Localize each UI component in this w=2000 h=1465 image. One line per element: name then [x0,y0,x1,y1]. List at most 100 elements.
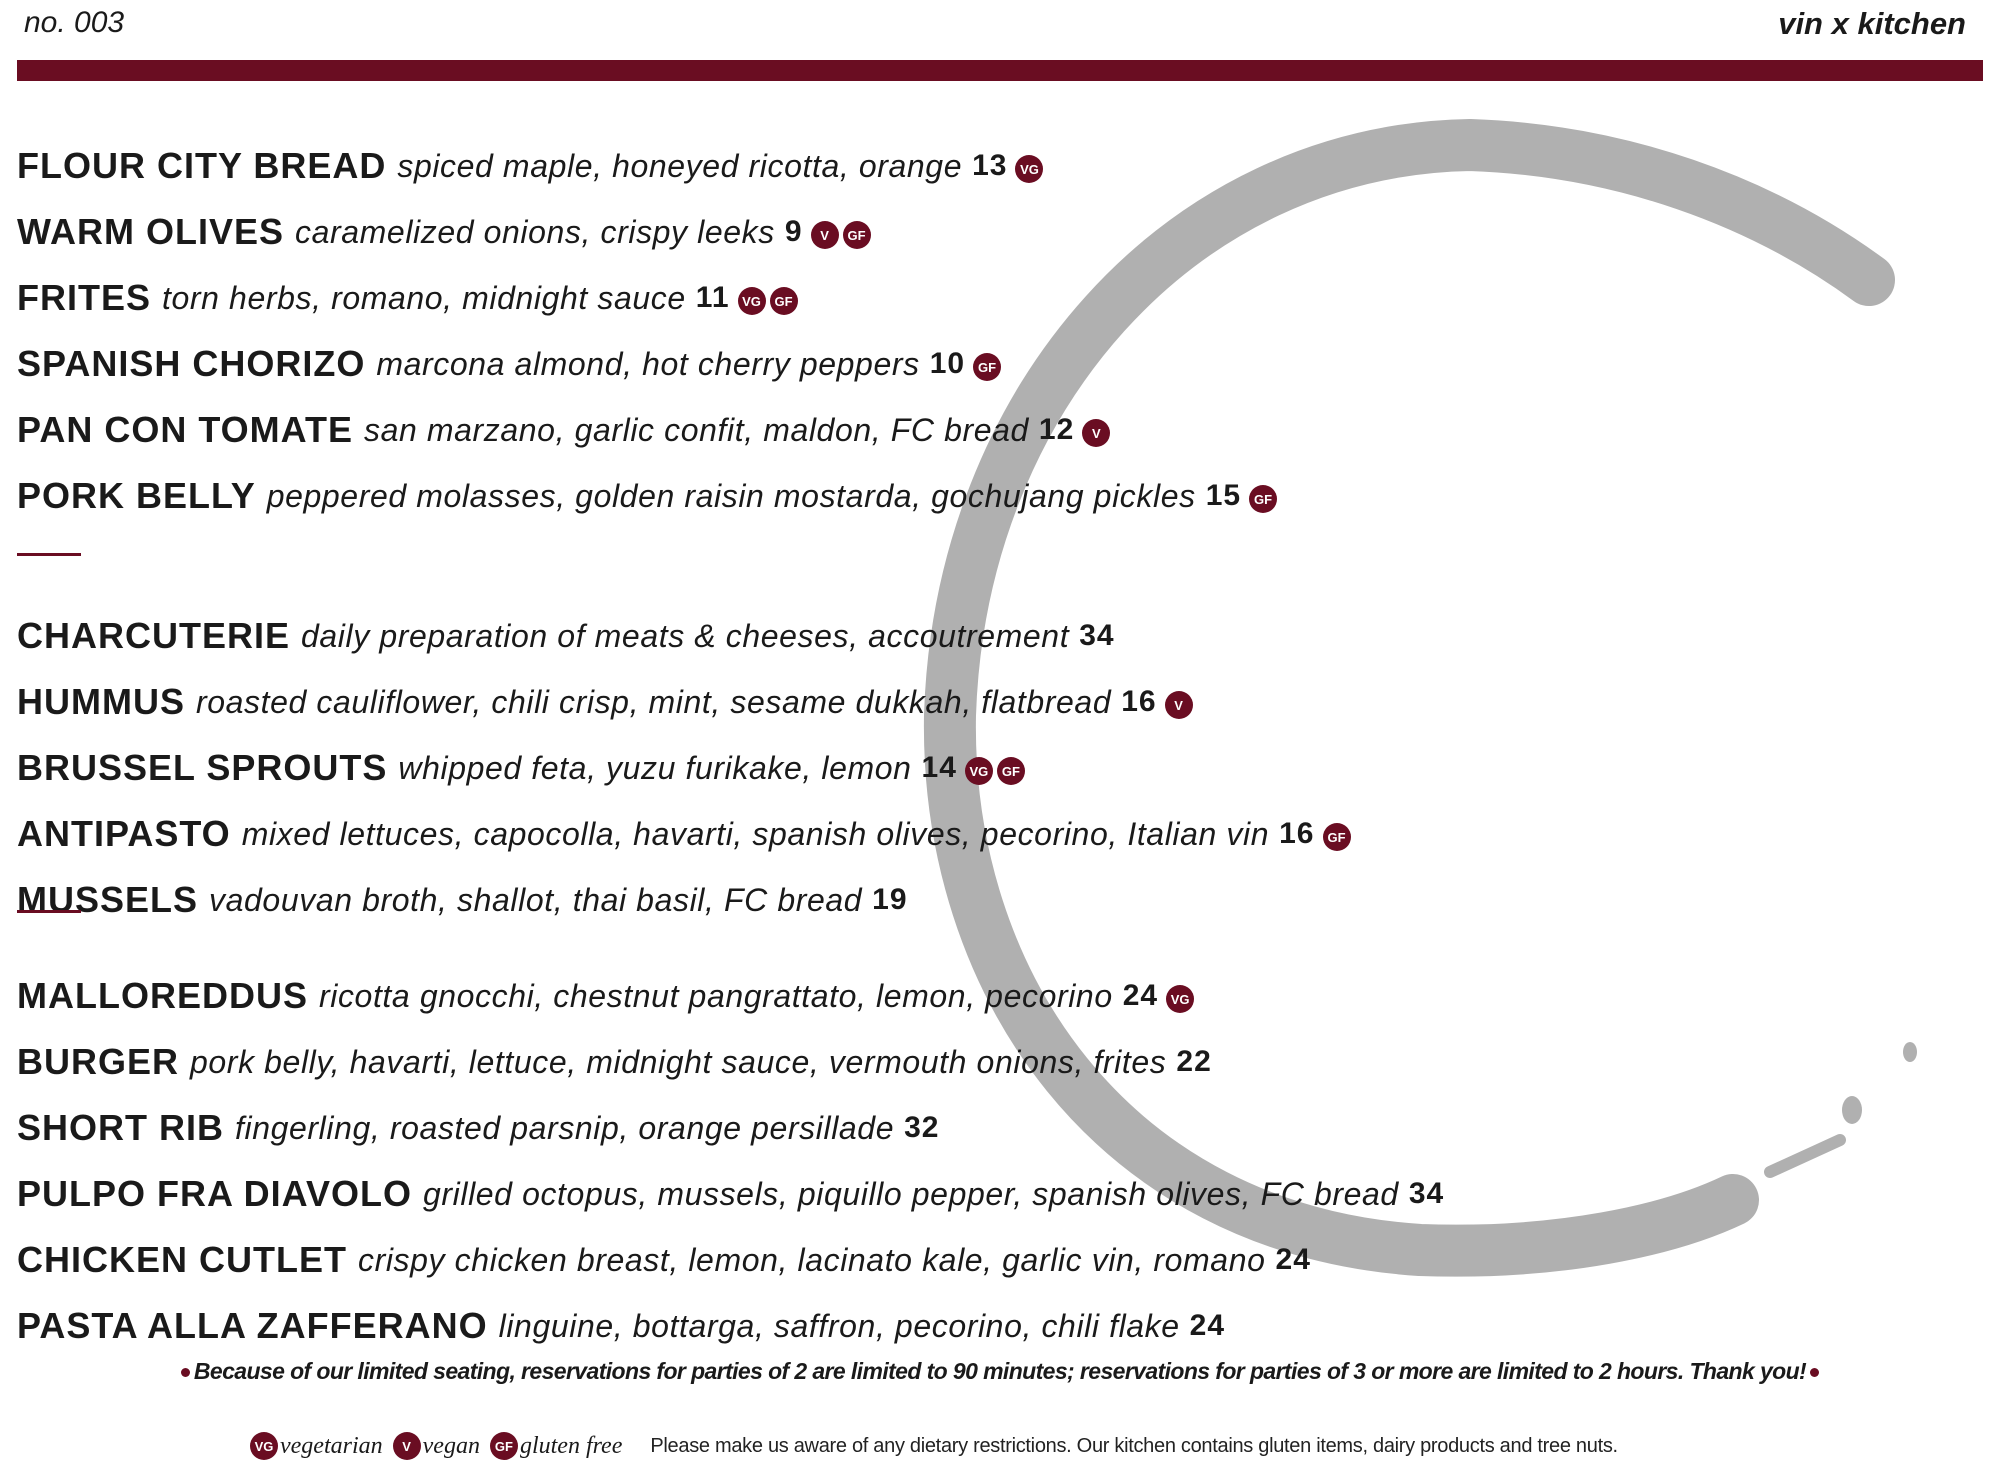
diet-badge-v-icon: V [810,221,839,249]
item-description: crispy chicken breast, lemon, lacinato k… [357,1241,1266,1278]
item-price: 11 [695,281,730,314]
diet-badge-gf-icon: GF [1322,823,1351,851]
item-name: PAN CON TOMATE [17,409,353,450]
menu-section: MALLOREDDUS ricotta gnocchi, chestnut pan… [17,963,1448,1359]
item-name: SPANISH CHORIZO [17,343,366,384]
item-description: ricotta gnocchi, chestnut pangrattato, l… [318,977,1113,1014]
item-price: 14 [921,751,957,784]
item-name: CHARCUTERIE [17,615,291,656]
item-name: PASTA ALLA ZAFFERANO [17,1305,488,1346]
diet-badge-v-icon: V [1164,691,1193,719]
diet-badge-gf-icon: GF [973,353,1002,381]
brand-name: vin x kitchen [1778,6,1966,41]
item-price: 24 [1122,979,1159,1012]
item-name: CHICKEN CUTLET [17,1239,347,1280]
diet-badge-vg-icon: VG [1166,985,1195,1013]
legend-label: vegan [422,1432,480,1459]
menu-item: BURGER pork belly, havarti, lettuce, midn… [17,1029,1448,1095]
bullet-icon [180,1368,190,1378]
section-divider [17,910,81,913]
item-name: FRITES [17,277,152,318]
section-divider [17,553,81,556]
menu-item: FLOUR CITY BREAD spiced maple, honeyed ri… [17,133,1277,199]
wine-ring-arc [923,118,1895,1277]
menu-item: PULPO FRA DIAVOLO grilled octopus, mussel… [17,1161,1448,1227]
item-name: PULPO FRA DIAVOLO [17,1173,412,1214]
menu-item: WARM OLIVES caramelized onions, crispy le… [17,199,1277,265]
item-description: torn herbs, romano, midnight sauce [162,279,686,316]
item-name: WARM OLIVES [17,211,285,252]
bullet-icon [1810,1368,1820,1378]
diet-badge-gf-icon: GF [769,287,798,315]
menu-item: PORK BELLY peppered molasses, golden rais… [17,463,1278,529]
item-price: 24 [1275,1243,1311,1276]
item-price: 34 [1408,1177,1445,1210]
diet-badge-gf-icon: GF [489,1432,518,1460]
diet-badge-gf-icon: GF [842,221,871,249]
item-name: PORK BELLY [17,475,256,516]
item-name: FLOUR CITY BREAD [17,145,387,186]
item-price: 9 [784,215,803,248]
menu-item: CHICKEN CUTLET crispy chicken breast, lem… [17,1227,1448,1293]
item-name: HUMMUS [17,681,185,722]
item-price: 19 [872,883,908,916]
header-bar [17,60,1983,81]
menu-item: PASTA ALLA ZAFFERANO linguine, bottarga, … [17,1293,1448,1359]
item-price: 34 [1079,619,1115,652]
wine-drip [1903,1042,1917,1062]
diet-badge-vg-icon: VG [964,757,993,785]
item-description: san marzano, garlic confit, maldon, FC b… [364,411,1029,448]
diet-badge-gf-icon: GF [996,757,1025,785]
item-description: vadouvan broth, shallot, thai basil, FC … [209,881,863,918]
item-price: 10 [929,347,966,380]
item-description: roasted cauliflower, chili crisp, mint, … [195,683,1112,720]
item-price: 16 [1121,685,1157,718]
menu-item: FRITES torn herbs, romano, midnight sauce… [17,265,1277,331]
menu-item: HUMMUS roasted cauliflower, chili crisp, … [17,669,1351,735]
menu-item: MUSSELS vadouvan broth, shallot, thai bas… [17,867,1351,933]
item-name: ANTIPASTO [17,813,231,854]
legend-label: gluten free [519,1432,623,1459]
reservation-text: Because of our limited seating, reservat… [193,1358,1807,1384]
item-description: spiced maple, honeyed ricotta, orange [397,147,963,184]
wine-drip [1764,1134,1846,1178]
diet-badge-gf-icon: GF [1249,485,1278,513]
item-name: MUSSELS [17,879,199,920]
diet-badge-v-icon: V [392,1432,421,1460]
menu-item: BRUSSEL SPROUTS whipped feta, yuzu furika… [17,735,1351,801]
item-description: daily preparation of meats & cheeses, ac… [301,617,1070,654]
item-description: marcona almond, hot cherry peppers [376,345,920,382]
dietary-note: Please make us aware of any dietary rest… [650,1434,1618,1457]
menu-section: FLOUR CITY BREAD spiced maple, honeyed ri… [17,133,1278,529]
item-description: whipped feta, yuzu furikake, lemon [398,749,912,786]
menu-item: MALLOREDDUS ricotta gnocchi, chestnut pan… [17,963,1448,1029]
diet-badge-vg-icon: VG [250,1432,278,1460]
menu-item: CHARCUTERIE daily preparation of meats & … [17,603,1351,669]
item-name: SHORT RIB [17,1107,224,1148]
legend-label: vegetarian [280,1432,383,1459]
issue-number: no. 003 [24,6,125,39]
item-name: MALLOREDDUS [17,975,308,1016]
item-price: 13 [972,149,1008,182]
item-description: linguine, bottarga, saffron, pecorino, c… [498,1307,1180,1344]
item-description: pork belly, havarti, lettuce, midnight s… [190,1043,1167,1080]
item-price: 15 [1205,479,1242,512]
menu-item: SPANISH CHORIZO marcona almond, hot cherr… [17,331,1277,397]
item-description: mixed lettuces, capocolla, havarti, span… [241,815,1270,852]
menu-item: PAN CON TOMATE san marzano, garlic confit… [17,397,1277,463]
item-description: grilled octopus, mussels, piquillo peppe… [423,1175,1399,1212]
menu-section: CHARCUTERIE daily preparation of meats & … [17,603,1351,933]
diet-badge-vg-icon: VG [1015,155,1044,183]
item-price: 24 [1189,1309,1226,1342]
diet-badge-v-icon: V [1082,419,1111,447]
item-name: BRUSSEL SPROUTS [17,747,388,788]
item-description: caramelized onions, crispy leeks [295,213,775,250]
item-name: BURGER [17,1041,180,1082]
item-price: 12 [1038,413,1075,446]
wine-drip [1842,1096,1862,1124]
item-price: 16 [1279,817,1315,850]
reservation-note: Because of our limited seating, reservat… [0,1358,2000,1385]
item-price: 22 [1176,1045,1212,1078]
